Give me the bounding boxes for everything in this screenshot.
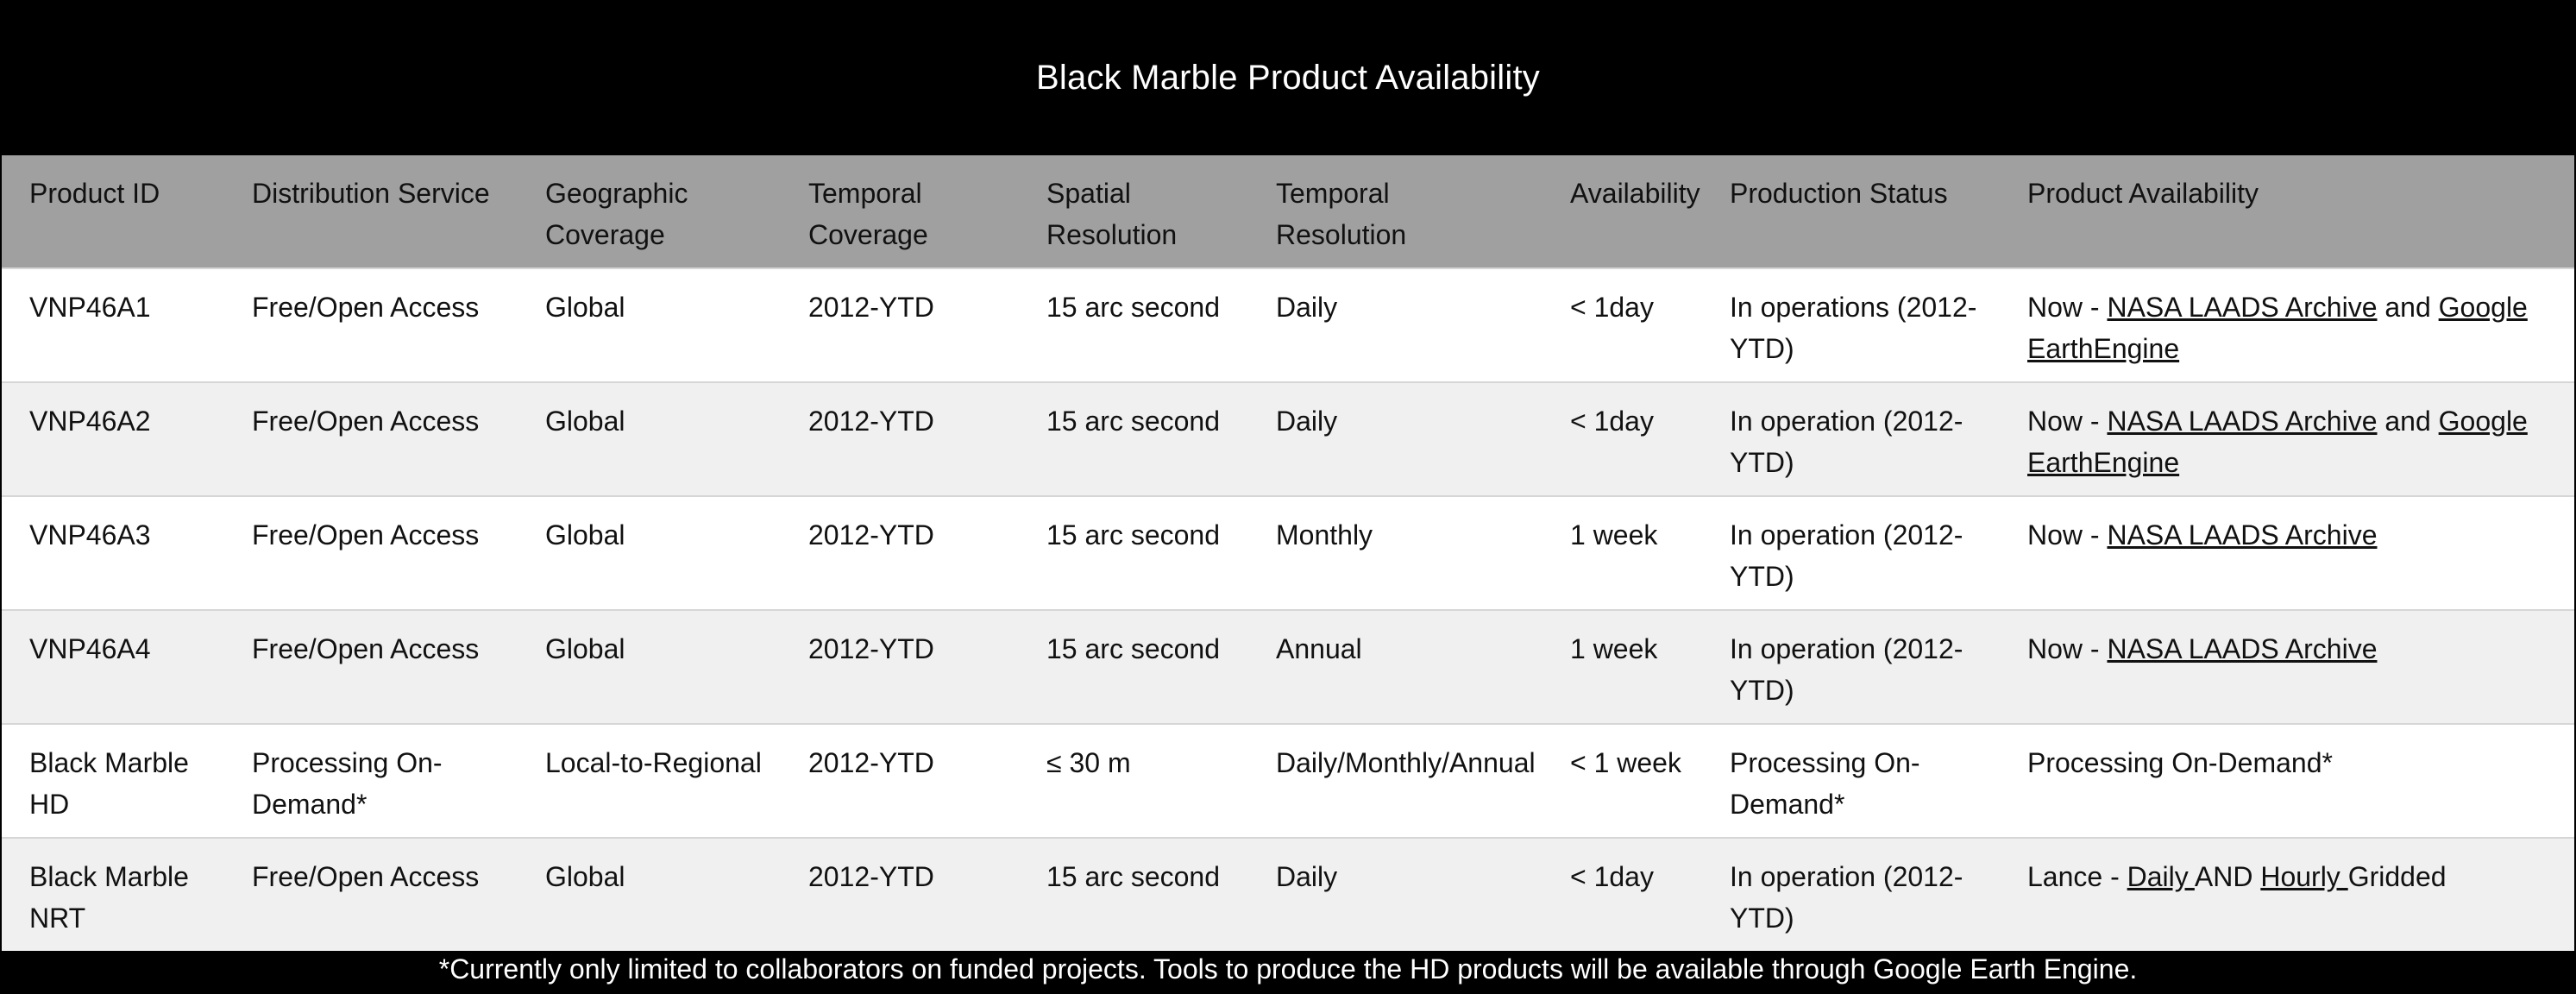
cell-spatial-resolution: ≤ 30 m: [1019, 723, 1248, 838]
cell-product-id: VNP46A1: [2, 267, 224, 382]
cell-production-status: Processing On-Demand*: [1702, 723, 2000, 838]
header-temporal-coverage: Temporal Coverage: [781, 155, 1019, 268]
cell-temporal-coverage: 2012-YTD: [781, 495, 1019, 610]
cell-product-availability: Now - NASA LAADS Archive: [2000, 609, 2574, 724]
availability-connector: and: [2377, 292, 2439, 323]
cell-availability: < 1day: [1542, 267, 1702, 382]
cell-availability: < 1 week: [1542, 723, 1702, 838]
cell-geographic-coverage: Local-to-Regional: [518, 723, 781, 838]
availability-prefix: Now -: [2027, 406, 2108, 437]
nasa-laads-archive-link[interactable]: NASA LAADS Archive: [2107, 406, 2378, 437]
footnote: *Currently only limited to collaborators…: [438, 953, 2138, 985]
cell-temporal-coverage: 2012-YTD: [781, 267, 1019, 382]
cell-production-status: In operation (2012-YTD): [1702, 495, 2000, 610]
cell-product-availability: Now - NASA LAADS Archive and Google Eart…: [2000, 381, 2574, 496]
cell-temporal-resolution: Daily/Monthly/Annual: [1248, 723, 1542, 838]
availability-prefix: Processing On-Demand*: [2027, 747, 2333, 778]
header-distribution-service: Distribution Service: [224, 155, 518, 268]
cell-product-availability: Now - NASA LAADS Archive and Google Eart…: [2000, 267, 2574, 382]
cell-product-id: VNP46A3: [2, 495, 224, 610]
cell-availability: < 1day: [1542, 837, 1702, 951]
cell-temporal-coverage: 2012-YTD: [781, 837, 1019, 951]
table-row: Black Marble HD Processing On-Demand* Lo…: [2, 723, 2574, 838]
table-row: VNP46A4 Free/Open Access Global 2012-YTD…: [2, 609, 2574, 724]
header-availability: Availability: [1542, 155, 1702, 268]
cell-product-availability: Lance - Daily AND Hourly Gridded: [2000, 837, 2574, 951]
page-title: Black Marble Product Availability: [1036, 58, 1540, 97]
cell-temporal-resolution: Daily: [1248, 267, 1542, 382]
cell-spatial-resolution: 15 arc second: [1019, 837, 1248, 951]
cell-spatial-resolution: 15 arc second: [1019, 495, 1248, 610]
cell-distribution-service: Free/Open Access: [224, 267, 518, 382]
availability-prefix: Lance -: [2027, 861, 2127, 892]
cell-temporal-resolution: Daily: [1248, 837, 1542, 951]
cell-distribution-service: Free/Open Access: [224, 495, 518, 610]
cell-temporal-coverage: 2012-YTD: [781, 609, 1019, 724]
availability-prefix: Now -: [2027, 292, 2108, 323]
header-geographic-coverage: Geographic Coverage: [518, 155, 781, 268]
cell-distribution-service: Free/Open Access: [224, 837, 518, 951]
header-production-status: Production Status: [1702, 155, 2000, 268]
product-availability-table: Product ID Distribution Service Geograph…: [2, 155, 2574, 951]
cell-distribution-service: Free/Open Access: [224, 609, 518, 724]
cell-geographic-coverage: Global: [518, 609, 781, 724]
cell-product-id: VNP46A4: [2, 609, 224, 724]
cell-distribution-service: Free/Open Access: [224, 381, 518, 496]
cell-product-id: VNP46A2: [2, 381, 224, 496]
cell-production-status: In operation (2012-YTD): [1702, 609, 2000, 724]
availability-prefix: Now -: [2027, 519, 2108, 550]
cell-spatial-resolution: 15 arc second: [1019, 609, 1248, 724]
cell-product-availability: Now - NASA LAADS Archive: [2000, 495, 2574, 610]
table-row: VNP46A3 Free/Open Access Global 2012-YTD…: [2, 495, 2574, 610]
cell-temporal-coverage: 2012-YTD: [781, 723, 1019, 838]
cell-product-availability: Processing On-Demand*: [2000, 723, 2574, 838]
cell-temporal-resolution: Annual: [1248, 609, 1542, 724]
cell-availability: < 1day: [1542, 381, 1702, 496]
availability-suffix: Gridded: [2347, 861, 2447, 892]
table-row: Black Marble NRT Free/Open Access Global…: [2, 837, 2574, 951]
google-earthengine-link[interactable]: Google EarthEngine: [2027, 292, 2528, 364]
cell-temporal-coverage: 2012-YTD: [781, 381, 1019, 496]
table-row: VNP46A2 Free/Open Access Global 2012-YTD…: [2, 381, 2574, 496]
cell-spatial-resolution: 15 arc second: [1019, 267, 1248, 382]
daily-link[interactable]: Daily: [2127, 861, 2195, 892]
cell-production-status: In operation (2012-YTD): [1702, 381, 2000, 496]
cell-availability: 1 week: [1542, 495, 1702, 610]
availability-prefix: Now -: [2027, 633, 2108, 664]
cell-availability: 1 week: [1542, 609, 1702, 724]
header-product-availability: Product Availability: [2000, 155, 2574, 268]
cell-geographic-coverage: Global: [518, 495, 781, 610]
hourly-link[interactable]: Hourly: [2260, 861, 2348, 892]
cell-geographic-coverage: Global: [518, 837, 781, 951]
availability-connector: and: [2377, 406, 2439, 437]
cell-production-status: In operations (2012-YTD): [1702, 267, 2000, 382]
cell-product-id: Black Marble HD: [2, 723, 224, 838]
header-temporal-resolution: Temporal Resolution: [1248, 155, 1542, 268]
availability-connector: AND: [2194, 861, 2261, 892]
cell-temporal-resolution: Monthly: [1248, 495, 1542, 610]
google-earthengine-link[interactable]: Google EarthEngine: [2027, 406, 2528, 478]
cell-temporal-resolution: Daily: [1248, 381, 1542, 496]
cell-product-id: Black Marble NRT: [2, 837, 224, 951]
nasa-laads-archive-link[interactable]: NASA LAADS Archive: [2107, 519, 2378, 550]
cell-production-status: In operation (2012-YTD): [1702, 837, 2000, 951]
nasa-laads-archive-link[interactable]: NASA LAADS Archive: [2107, 292, 2378, 323]
header-spatial-resolution: Spatial Resolution: [1019, 155, 1248, 268]
cell-geographic-coverage: Global: [518, 267, 781, 382]
cell-distribution-service: Processing On-Demand*: [224, 723, 518, 838]
cell-geographic-coverage: Global: [518, 381, 781, 496]
cell-spatial-resolution: 15 arc second: [1019, 381, 1248, 496]
nasa-laads-archive-link[interactable]: NASA LAADS Archive: [2107, 633, 2378, 664]
table-row: VNP46A1 Free/Open Access Global 2012-YTD…: [2, 267, 2574, 382]
header-row: Product ID Distribution Service Geograph…: [2, 155, 2574, 268]
header-product-id: Product ID: [2, 155, 224, 268]
